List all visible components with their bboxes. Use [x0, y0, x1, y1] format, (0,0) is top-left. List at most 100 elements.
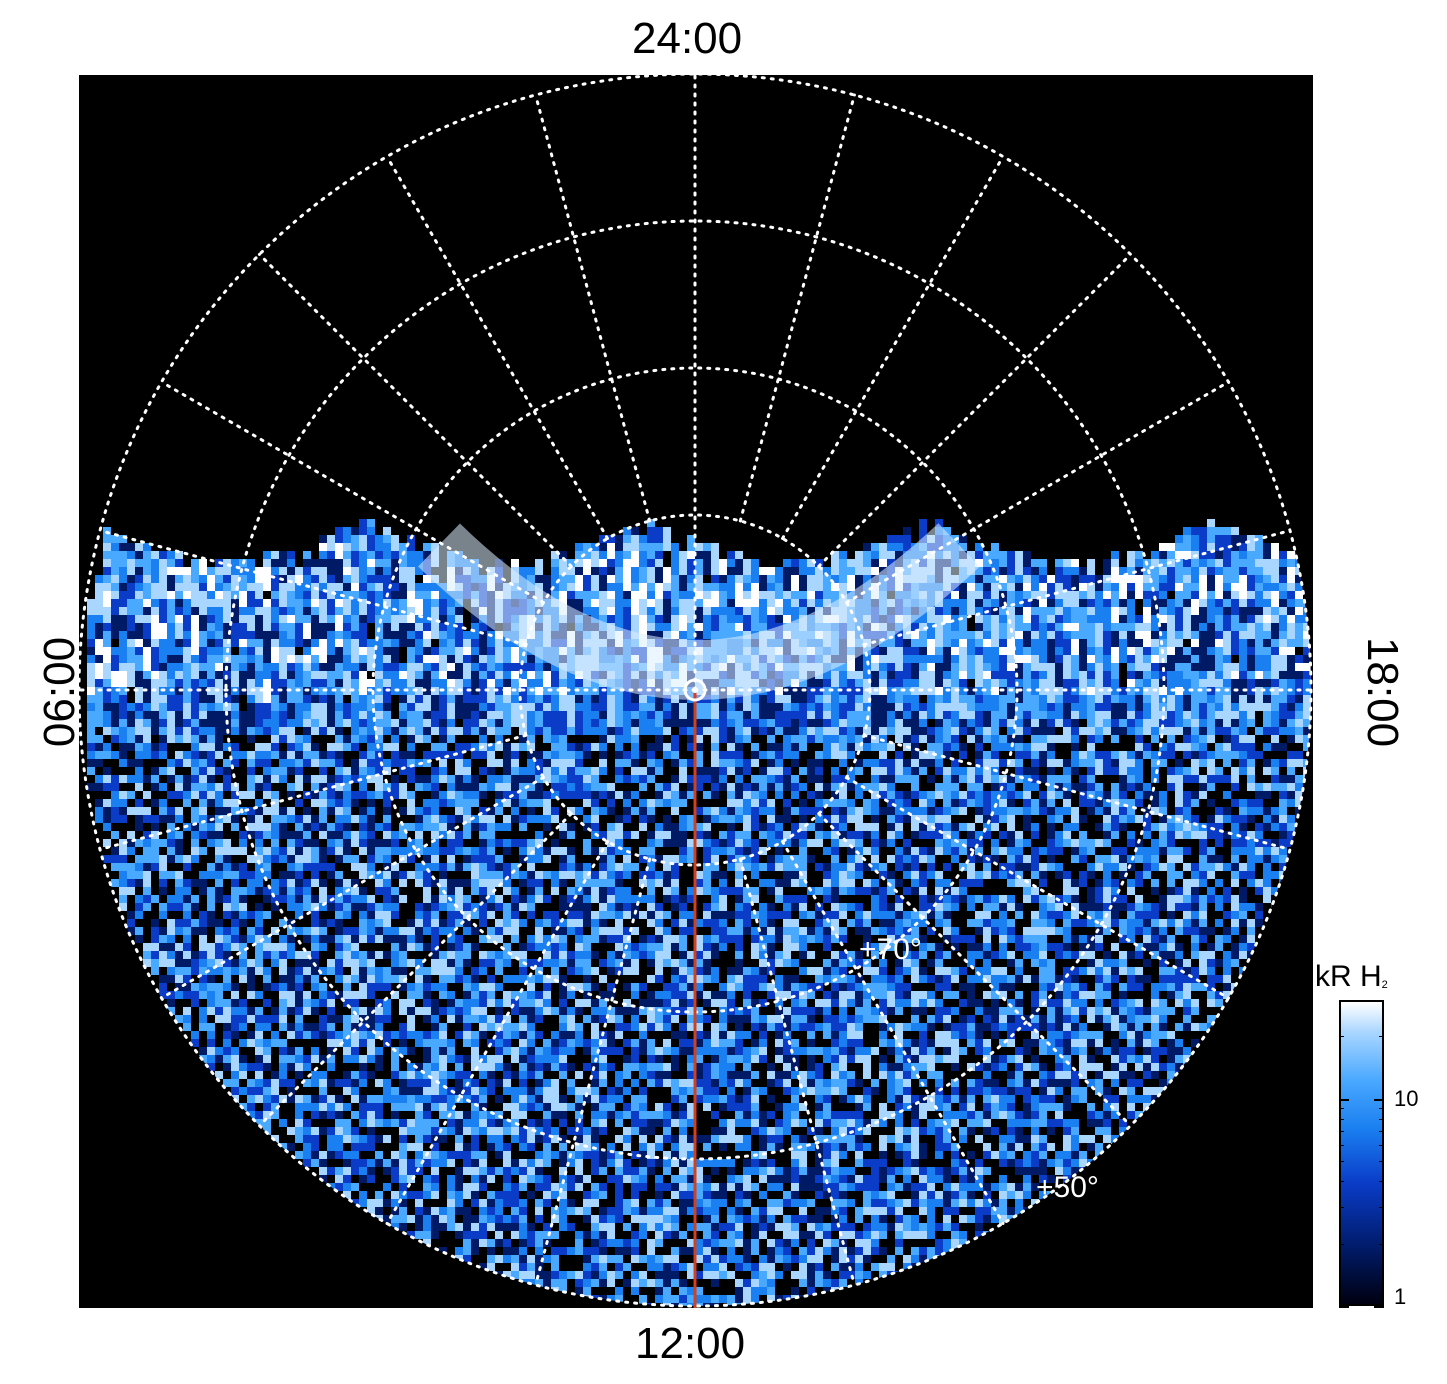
emission-pixel: [727, 719, 735, 727]
emission-pixel: [95, 751, 103, 759]
emission-pixel: [1255, 655, 1263, 679]
emission-pixel: [167, 599, 175, 623]
emission-pixel: [183, 879, 191, 887]
emission-pixel: [1287, 775, 1295, 783]
emission-pixel: [919, 799, 927, 807]
emission-pixel: [815, 735, 823, 743]
emission-pixel: [319, 831, 327, 839]
emission-pixel: [1295, 759, 1303, 767]
emission-pixel: [807, 775, 815, 783]
emission-pixel: [407, 567, 415, 591]
emission-pixel: [663, 791, 671, 799]
emission-pixel: [247, 879, 255, 887]
emission-pixel: [887, 727, 895, 735]
emission-pixel: [199, 783, 207, 791]
emission-pixel: [335, 759, 343, 767]
emission-pixel: [751, 783, 759, 791]
emission-pixel: [143, 815, 151, 823]
emission-pixel: [903, 735, 911, 743]
emission-pixel: [679, 895, 687, 903]
emission-pixel: [1119, 783, 1127, 791]
emission-pixel: [591, 575, 599, 599]
emission-pixel: [1207, 575, 1215, 599]
emission-pixel: [359, 823, 367, 831]
emission-pixel: [1103, 759, 1111, 767]
emission-pixel: [831, 855, 839, 863]
emission-pixel: [607, 543, 615, 567]
emission-pixel: [1271, 759, 1279, 767]
emission-pixel: [751, 743, 759, 751]
emission-pixel: [135, 719, 143, 727]
emission-pixel: [535, 895, 543, 903]
emission-pixel: [255, 727, 263, 735]
emission-pixel: [983, 807, 991, 815]
emission-pixel: [1103, 751, 1111, 759]
emission-pixel: [511, 839, 519, 847]
emission-pixel: [711, 807, 719, 815]
emission-pixel: [1215, 575, 1223, 599]
emission-pixel: [231, 823, 239, 831]
emission-pixel: [159, 879, 167, 887]
emission-pixel: [767, 879, 775, 887]
emission-pixel: [1047, 799, 1055, 807]
emission-pixel: [655, 799, 663, 807]
emission-pixel: [119, 815, 127, 823]
emission-pixel: [199, 887, 207, 895]
emission-pixel: [359, 671, 367, 695]
emission-pixel: [479, 631, 487, 655]
emission-pixel: [215, 823, 223, 831]
emission-pixel: [551, 719, 559, 727]
emission-pixel: [1191, 535, 1199, 559]
emission-pixel: [215, 791, 223, 799]
emission-pixel: [815, 719, 823, 727]
emission-pixel: [1167, 775, 1175, 783]
emission-pixel: [591, 727, 599, 735]
emission-pixel: [719, 735, 727, 743]
emission-pixel: [223, 895, 231, 903]
emission-pixel: [375, 839, 383, 847]
emission-pixel: [519, 879, 527, 887]
emission-pixel: [1055, 791, 1063, 799]
emission-pixel: [575, 879, 583, 887]
emission-pixel: [1007, 807, 1015, 815]
emission-pixel: [1175, 775, 1183, 783]
emission-pixel: [943, 767, 951, 775]
emission-pixel: [767, 719, 775, 727]
emission-pixel: [391, 831, 399, 839]
emission-pixel: [911, 823, 919, 831]
emission-pixel: [407, 647, 415, 671]
emission-pixel: [1119, 815, 1127, 823]
emission-pixel: [215, 607, 223, 631]
emission-pixel: [727, 759, 735, 767]
emission-pixel: [543, 807, 551, 815]
emission-pixel: [1215, 767, 1223, 775]
emission-pixel: [1199, 583, 1207, 607]
emission-pixel: [759, 799, 767, 807]
emission-pixel: [1079, 839, 1087, 847]
emission-pixel: [911, 767, 919, 775]
emission-pixel: [895, 879, 903, 887]
emission-pixel: [1015, 735, 1023, 743]
emission-pixel: [583, 895, 591, 903]
emission-pixel: [1087, 863, 1095, 871]
emission-pixel: [191, 735, 199, 743]
emission-pixel: [303, 743, 311, 751]
emission-pixel: [783, 775, 791, 783]
emission-pixel: [887, 871, 895, 879]
emission-pixel: [95, 799, 103, 807]
emission-pixel: [1039, 759, 1047, 767]
emission-pixel: [391, 871, 399, 879]
emission-pixel: [583, 815, 591, 823]
emission-pixel: [1095, 823, 1103, 831]
emission-pixel: [479, 871, 487, 879]
emission-pixel: [1047, 831, 1055, 839]
emission-pixel: [599, 807, 607, 815]
emission-pixel: [231, 599, 239, 623]
emission-pixel: [1087, 871, 1095, 879]
emission-pixel: [575, 711, 583, 735]
emission-pixel: [223, 799, 231, 807]
emission-pixel: [359, 847, 367, 855]
emission-pixel: [271, 743, 279, 751]
emission-pixel: [711, 751, 719, 759]
emission-pixel: [1175, 783, 1183, 791]
